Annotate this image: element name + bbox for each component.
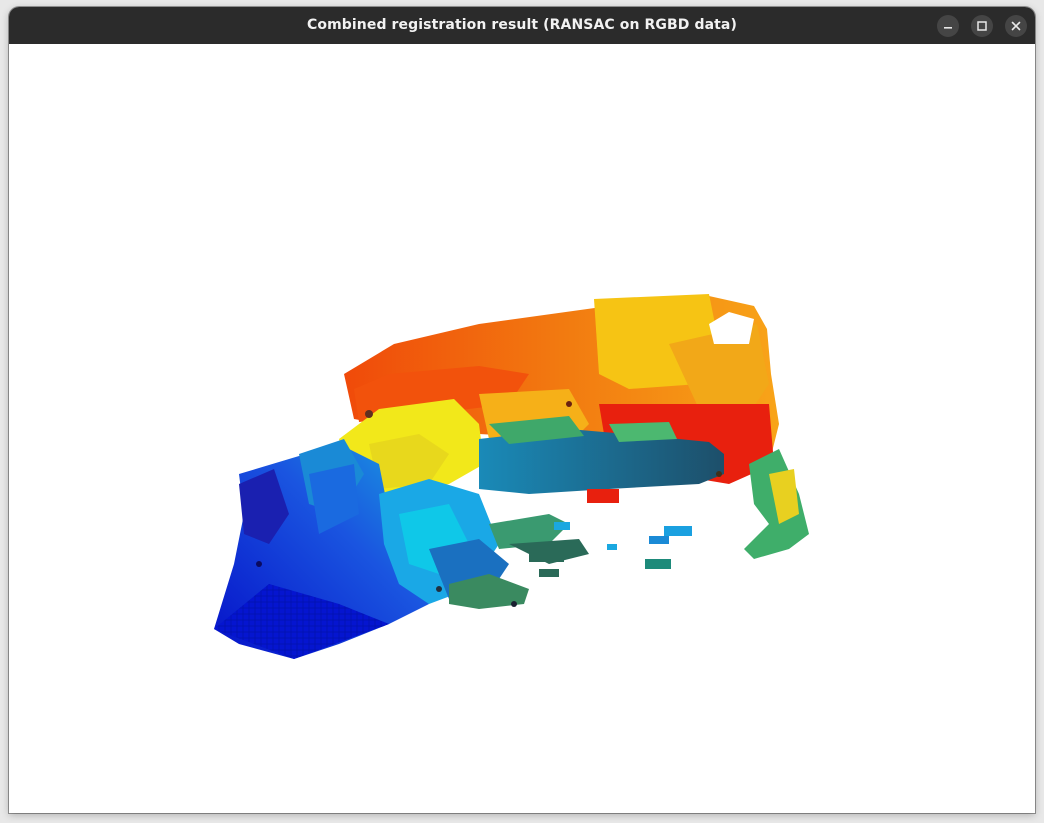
3d-viewport[interactable] (9, 44, 1035, 813)
app-window: Combined registration result (RANSAC on … (9, 7, 1035, 813)
maximize-button[interactable] (971, 15, 993, 37)
close-icon (1011, 21, 1021, 31)
point-cloud (214, 294, 809, 659)
minimize-icon (944, 27, 952, 29)
maximize-icon (977, 21, 987, 31)
close-button[interactable] (1005, 15, 1027, 37)
minimize-button[interactable] (937, 15, 959, 37)
point-cloud-render (214, 294, 809, 659)
window-title: Combined registration result (RANSAC on … (307, 17, 737, 33)
title-bar[interactable]: Combined registration result (RANSAC on … (9, 7, 1035, 44)
